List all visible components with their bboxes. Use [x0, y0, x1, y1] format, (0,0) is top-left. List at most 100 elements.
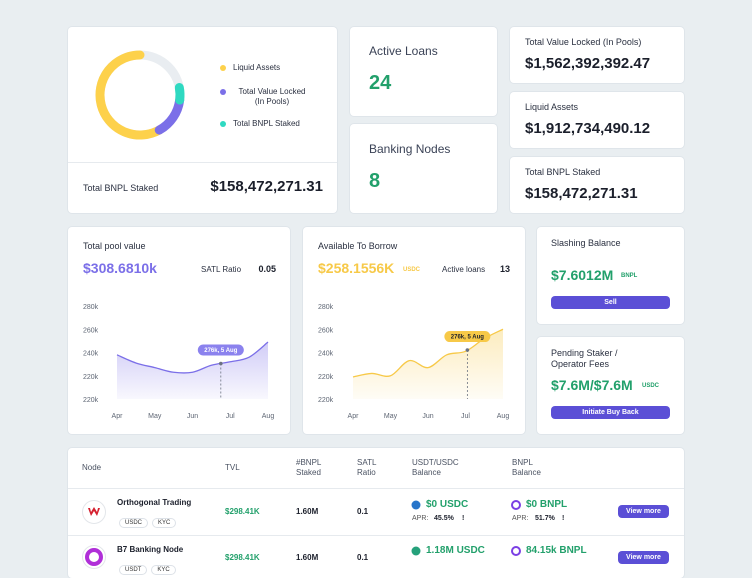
- info-icon[interactable]: !: [462, 515, 465, 522]
- x-tick-label: Aug: [262, 413, 275, 420]
- coin-icon: [511, 500, 521, 510]
- slashing-label: Slashing Balance: [551, 238, 621, 248]
- x-tick-label: May: [148, 413, 162, 420]
- table-header: USDT/USDC Balance: [412, 458, 459, 477]
- donut-segment: [174, 83, 185, 105]
- divider: [68, 488, 684, 489]
- nodes-table: Node TVL #BNPL Staked SATL Ratio USDT/US…: [68, 448, 684, 578]
- metric-label: Active loans: [442, 265, 486, 274]
- legend-label: Liquid Assets: [233, 63, 281, 72]
- pool-card: Total pool value $308.6810k SATL Ratio 0…: [68, 227, 290, 434]
- ratio: 0.1: [357, 553, 369, 562]
- metric-value: 13: [499, 264, 510, 274]
- legend-label: Total Value Locked (In Pools): [238, 87, 306, 106]
- total-value: $1,562,392,392.47: [525, 55, 651, 72]
- tvl: $298.41K: [225, 507, 260, 516]
- chart-unit: USDC: [403, 267, 421, 273]
- y-tick-label: 220k: [83, 374, 99, 381]
- divider: [68, 535, 684, 536]
- stat-label: Active Loans: [369, 44, 438, 58]
- legend-label: Total BNPL Staked: [233, 119, 300, 128]
- x-tick-label: Jul: [226, 413, 235, 420]
- x-tick-label: Apr: [112, 413, 124, 420]
- pending-card: Pending Staker / Operator Fees $7.6M/$7.…: [537, 337, 684, 434]
- legend-item: Total BNPL Staked: [220, 119, 311, 129]
- coin-icon: [411, 546, 421, 556]
- apr-label: APR:: [512, 515, 529, 522]
- dashboard: Liquid Assets Total Value Locked (In Pool…: [68, 27, 684, 578]
- chart-title: Available To Borrow: [318, 241, 398, 251]
- sell-button[interactable]: Sell: [551, 296, 670, 309]
- x-tick-label: Jun: [187, 413, 198, 420]
- x-tick-label: Jul: [461, 413, 470, 420]
- legend-dot: [220, 121, 226, 127]
- x-tick-label: Aug: [497, 413, 510, 420]
- y-tick-label: 260k: [318, 327, 334, 334]
- line-chart: 280k 260k 240k 220k 220k Apr May Jun Jul Aug 276k,…: [318, 304, 510, 420]
- tag: USDT: [119, 565, 148, 575]
- y-tick-label: 220k: [83, 397, 99, 404]
- donut-segment: [95, 50, 164, 140]
- tooltip-label: 276k, 5 Aug: [204, 348, 237, 354]
- metric-label: SATL Ratio: [201, 265, 242, 274]
- donut-chart: [95, 50, 185, 140]
- total-value: $1,912,734,490.12: [525, 120, 651, 137]
- coin-icon: [511, 546, 521, 556]
- usd-balance: 1.18M USDC: [426, 545, 485, 556]
- total-value: $158,472,271.31: [525, 185, 638, 202]
- summary-card: Liquid Assets Total Value Locked (In Pool…: [68, 27, 337, 213]
- total-card: Total Value Locked (In Pools) $1,562,392…: [510, 27, 684, 83]
- node-tags: USDT KYC: [119, 558, 180, 576]
- buyback-button[interactable]: Initiate Buy Back: [551, 406, 670, 419]
- info-icon[interactable]: !: [562, 515, 565, 522]
- view-more-button[interactable]: View more: [618, 551, 669, 564]
- y-tick-label: 220k: [318, 374, 334, 381]
- staked: 1.60M: [296, 553, 319, 562]
- total-card: Liquid Assets $1,912,734,490.12: [510, 92, 684, 148]
- metric-value: 0.05: [258, 264, 276, 274]
- chart-value: $258.1556K: [318, 260, 395, 276]
- x-tick-label: Apr: [348, 413, 360, 420]
- usd-balance: $0 USDC: [426, 499, 469, 510]
- bnpl-balance: $0 BNPL: [526, 499, 568, 510]
- borrow-card: Available To Borrow $258.1556K USDC Acti…: [303, 227, 525, 434]
- x-tick-label: Jun: [422, 413, 433, 420]
- legend-dot: [220, 65, 226, 71]
- area: [353, 329, 503, 399]
- x-tick-label: May: [384, 413, 398, 420]
- line: [116, 341, 269, 374]
- table-header: TVL: [225, 463, 240, 472]
- tag: KYC: [152, 518, 177, 528]
- node-logo: [82, 500, 106, 524]
- table-header: #BNPL Staked: [296, 458, 322, 477]
- table-header: Node: [82, 463, 102, 472]
- tvl: $298.41K: [225, 553, 260, 562]
- pending-value: $7.6M/$7.6M: [551, 377, 633, 393]
- coin-icon: [411, 500, 421, 510]
- view-more-button[interactable]: View more: [618, 505, 669, 518]
- apr-value: 51.7%: [535, 515, 555, 522]
- total-label: Total BNPL Staked: [525, 167, 601, 177]
- tooltip-pill: [197, 344, 244, 356]
- tag: KYC: [151, 565, 176, 575]
- area: [117, 342, 268, 399]
- total-label: Total Value Locked (In Pools): [525, 37, 642, 47]
- chart-value: $308.6810k: [83, 260, 157, 276]
- stat-label: Banking Nodes: [369, 142, 451, 156]
- legend-item: Liquid Assets: [220, 63, 311, 73]
- tag: USDC: [119, 518, 149, 528]
- stat-card: Active Loans 24: [350, 27, 497, 116]
- divider: [68, 162, 337, 163]
- total-label: Liquid Assets: [525, 102, 579, 112]
- tooltip-dot: [465, 348, 470, 352]
- footer-label: Total BNPL Staked: [83, 183, 159, 193]
- node-name: B7 Banking Node: [117, 545, 184, 554]
- staked: 1.60M: [296, 507, 319, 516]
- pending-unit: USDC: [642, 383, 660, 389]
- table-header: SATL Ratio: [357, 458, 377, 477]
- node-logo: [82, 545, 106, 569]
- line: [352, 328, 504, 378]
- table-header: BNPL Balance: [512, 458, 541, 477]
- footer-value: $158,472,271.31: [210, 178, 323, 195]
- y-tick-label: 280k: [83, 304, 99, 311]
